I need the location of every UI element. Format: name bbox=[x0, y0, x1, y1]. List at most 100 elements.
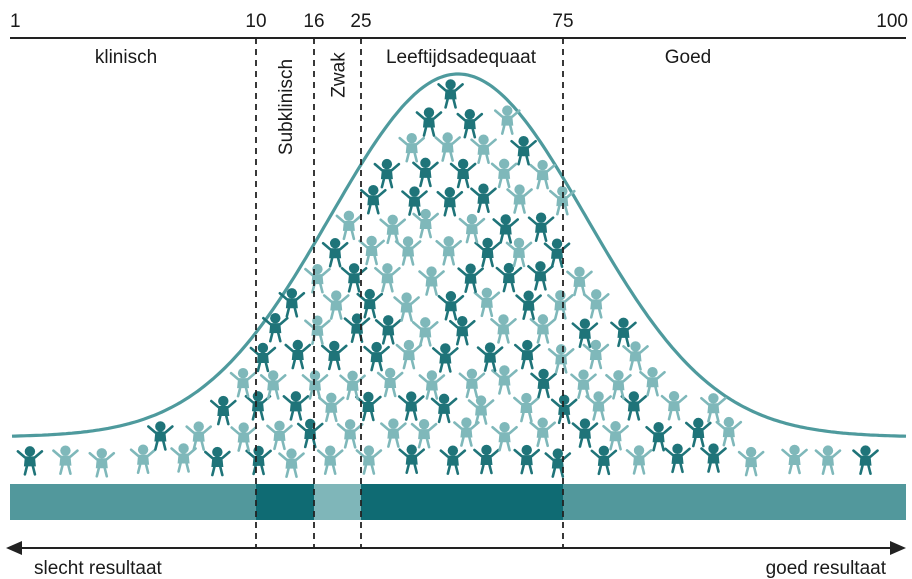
child-figure-icon bbox=[506, 184, 533, 214]
child-figure-icon bbox=[374, 263, 401, 293]
child-figure-icon bbox=[376, 367, 404, 398]
child-figure-icon bbox=[660, 390, 688, 421]
category-label-leeftijdsadequaat: Leeftijdsadequaat bbox=[386, 47, 537, 68]
child-figure-icon bbox=[491, 422, 518, 452]
child-figure-icon bbox=[620, 391, 648, 421]
child-figure-icon bbox=[411, 317, 439, 347]
child-figure-icon bbox=[245, 445, 272, 476]
child-figure-icon bbox=[52, 445, 79, 475]
child-figure-icon bbox=[585, 391, 612, 421]
child-figure-icon bbox=[530, 368, 557, 399]
child-figure-icon bbox=[244, 391, 272, 421]
band-segment-leeftijdsadequaat bbox=[361, 484, 563, 520]
category-label-goed: Goed bbox=[665, 47, 711, 68]
child-figure-icon bbox=[493, 105, 521, 135]
child-figure-icon bbox=[394, 236, 422, 266]
child-figure-icon bbox=[430, 393, 458, 424]
children-figures bbox=[16, 79, 879, 478]
child-figure-icon bbox=[204, 446, 231, 477]
child-figure-icon bbox=[582, 339, 610, 370]
child-figure-icon bbox=[304, 315, 331, 346]
child-figure-icon bbox=[781, 444, 808, 475]
child-figure-icon bbox=[610, 317, 637, 348]
child-figure-icon bbox=[395, 339, 423, 370]
child-figure-icon bbox=[356, 288, 384, 319]
child-figure-icon bbox=[582, 289, 610, 319]
child-figure-icon bbox=[543, 238, 571, 269]
child-figure-icon bbox=[529, 159, 556, 190]
child-figure-icon bbox=[418, 266, 445, 296]
child-figure-icon bbox=[393, 292, 420, 322]
child-figure-icon bbox=[513, 392, 540, 423]
child-figure-icon bbox=[448, 316, 476, 346]
tick-label-10: 10 bbox=[245, 11, 266, 32]
child-figure-icon bbox=[490, 158, 518, 189]
child-figure-icon bbox=[321, 238, 349, 268]
child-figure-icon bbox=[458, 213, 486, 244]
child-figure-icon bbox=[266, 420, 293, 451]
child-figure-icon bbox=[210, 395, 237, 426]
band-segment-subklinisch bbox=[256, 484, 314, 520]
child-figure-icon bbox=[185, 421, 213, 451]
child-figure-icon bbox=[432, 343, 459, 373]
child-figure-icon bbox=[322, 290, 350, 320]
child-figure-icon bbox=[335, 210, 363, 241]
percentile-tick-labels: 1 10 16 25 75 100 bbox=[10, 11, 908, 32]
child-figure-icon bbox=[622, 341, 649, 371]
bell-curve bbox=[11, 72, 907, 438]
child-figure-icon bbox=[470, 183, 497, 214]
child-figure-icon bbox=[852, 445, 879, 475]
child-figure-icon bbox=[296, 418, 324, 449]
child-figure-icon bbox=[320, 340, 348, 371]
child-figure-icon bbox=[398, 132, 426, 163]
child-figure-icon bbox=[397, 391, 425, 421]
child-figure-icon bbox=[415, 107, 443, 137]
child-figure-icon bbox=[449, 158, 477, 189]
child-figure-icon bbox=[458, 368, 486, 399]
child-figure-icon bbox=[336, 419, 364, 449]
child-figure-icon bbox=[437, 291, 465, 321]
child-figure-icon bbox=[495, 262, 523, 293]
child-figure-icon bbox=[514, 339, 541, 370]
child-figure-icon bbox=[453, 417, 480, 447]
child-figure-icon bbox=[358, 235, 385, 266]
child-figure-icon bbox=[340, 263, 368, 293]
child-figure-icon bbox=[439, 445, 467, 475]
child-figure-icon bbox=[374, 315, 402, 345]
child-figure-icon bbox=[380, 418, 407, 448]
child-figure-icon bbox=[456, 108, 484, 139]
child-figure-icon bbox=[737, 446, 765, 477]
child-figure-icon bbox=[457, 263, 484, 293]
child-figure-icon bbox=[373, 158, 401, 189]
child-figure-icon bbox=[282, 391, 310, 421]
child-figure-icon bbox=[278, 288, 306, 318]
child-figure-icon bbox=[412, 208, 439, 239]
child-figure-icon bbox=[590, 445, 618, 476]
child-figure-icon bbox=[437, 79, 464, 109]
child-figure-icon bbox=[230, 422, 257, 452]
category-label-klinisch: klinisch bbox=[95, 47, 157, 68]
child-figure-icon bbox=[510, 135, 537, 166]
child-figure-icon bbox=[549, 185, 576, 216]
child-figure-icon bbox=[685, 417, 712, 448]
child-figure-icon bbox=[602, 421, 629, 451]
child-figure-icon bbox=[363, 341, 390, 372]
child-figure-icon bbox=[129, 444, 157, 475]
tick-label-25: 25 bbox=[350, 11, 371, 32]
child-figure-icon bbox=[259, 370, 287, 400]
child-figure-icon bbox=[529, 417, 556, 448]
child-figure-icon bbox=[544, 448, 572, 478]
child-figure-icon bbox=[664, 443, 691, 474]
child-figure-icon bbox=[513, 444, 541, 475]
child-figure-icon bbox=[505, 237, 533, 268]
child-figure-icon bbox=[470, 134, 497, 164]
child-figure-icon bbox=[147, 421, 174, 451]
child-figure-icon bbox=[527, 261, 554, 291]
child-figure-icon bbox=[355, 391, 382, 422]
child-figure-icon bbox=[625, 445, 653, 475]
child-figure-icon bbox=[262, 312, 289, 343]
percentile-dividers bbox=[255, 38, 564, 548]
child-figure-icon bbox=[435, 236, 462, 266]
child-figure-icon bbox=[398, 444, 426, 474]
